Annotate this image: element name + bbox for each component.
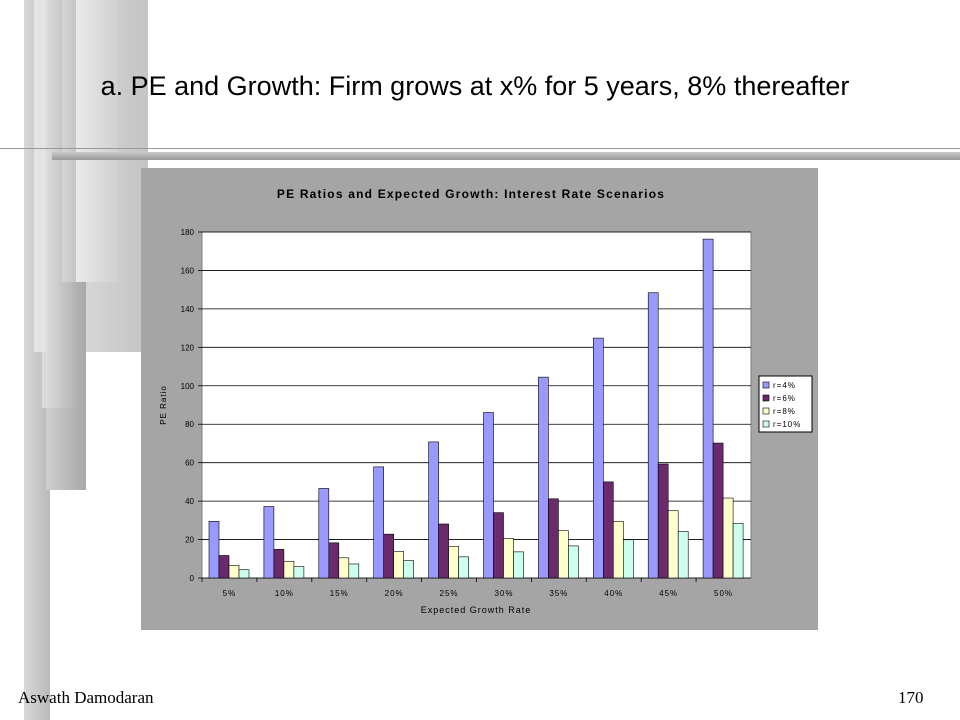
bar: [238, 569, 250, 579]
x-tick-label: 30%: [494, 589, 513, 598]
legend: r=4% r=6% r=8% r=10%: [758, 375, 813, 433]
decorative-block: [42, 0, 76, 408]
bar: [428, 441, 439, 579]
bar: [403, 560, 415, 579]
legend-label: r=6%: [773, 394, 796, 403]
bar: [263, 506, 275, 579]
title-divider-thin: [0, 148, 960, 149]
bar: [722, 497, 734, 579]
bar: [383, 533, 394, 579]
y-tick-label: 160: [181, 266, 195, 275]
y-tick-label: 0: [190, 574, 195, 583]
bar: [538, 376, 549, 579]
x-tick-label: 50%: [714, 589, 733, 598]
bar: [218, 555, 230, 579]
bar: [318, 488, 330, 579]
y-axis-label: PE Ratio: [159, 385, 168, 425]
bar: [612, 520, 624, 579]
legend-label: r=10%: [773, 420, 801, 429]
bar: [592, 337, 604, 579]
footer-author: Aswath Damodaran: [18, 688, 154, 707]
bar: [348, 563, 360, 579]
bar: [513, 551, 524, 579]
bar: [393, 551, 404, 579]
x-tick-label: 15%: [330, 589, 349, 598]
y-tick-label: 40: [185, 497, 194, 506]
legend-label: r=8%: [773, 407, 796, 416]
bar: [458, 556, 469, 579]
y-tick-label: 60: [185, 459, 194, 468]
x-tick-label: 5%: [223, 589, 237, 598]
y-tick-label: 140: [181, 305, 195, 314]
chart-panel: PE Ratios and Expected Growth: Interest …: [141, 168, 818, 630]
bar: [283, 560, 295, 579]
y-tick-label: 180: [181, 228, 195, 237]
bar: [622, 539, 634, 579]
legend-swatch: [762, 381, 770, 389]
bars: [208, 238, 744, 579]
bar: [503, 538, 514, 579]
bar: [328, 542, 340, 579]
y-tick-label: 20: [185, 536, 194, 545]
bar: [677, 531, 689, 579]
title-divider-bar: [52, 152, 960, 160]
bar: [228, 565, 240, 579]
legend-swatch: [762, 407, 770, 415]
legend-swatch: [762, 420, 770, 428]
x-tick-label: 10%: [275, 589, 294, 598]
chart-title: PE Ratios and Expected Growth: Interest …: [277, 187, 665, 201]
bar: [493, 512, 504, 579]
x-tick-label: 25%: [440, 589, 459, 598]
bar: [438, 523, 449, 579]
x-axis-label: Expected Growth Rate: [421, 605, 532, 615]
bar: [667, 510, 679, 579]
y-tick-labels: 0 20 40 60 80 100 120 140 160 180: [181, 228, 195, 583]
bar: [568, 545, 579, 579]
bar: [558, 530, 569, 579]
x-tick-labels: 5% 10% 15% 20% 25% 30% 35% 40% 45% 50%: [223, 589, 733, 598]
y-tick-label: 120: [181, 343, 195, 352]
chart-svg: PE Ratios and Expected Growth: Interest …: [159, 187, 813, 615]
x-tick-label: 20%: [385, 589, 404, 598]
x-tick-label: 35%: [549, 589, 568, 598]
bar: [647, 292, 659, 579]
y-tick-label: 80: [185, 420, 194, 429]
bar: [273, 549, 285, 579]
x-tick-label: 40%: [604, 589, 623, 598]
bar: [712, 442, 724, 579]
legend-label: r=4%: [773, 381, 796, 390]
bar: [208, 520, 220, 579]
bar: [338, 557, 350, 579]
bar: [602, 481, 614, 579]
bar: [702, 238, 714, 579]
footer-page-number: 170: [898, 688, 924, 707]
y-tick-label: 100: [181, 382, 195, 391]
x-tick-label: 45%: [659, 589, 678, 598]
bar: [448, 545, 459, 579]
legend-swatch: [762, 394, 770, 402]
slide-title: a. PE and Growth: Firm grows at x% for 5…: [100, 71, 850, 101]
bar: [293, 566, 305, 579]
bar: [657, 463, 669, 579]
bar: [548, 498, 559, 579]
bar: [732, 523, 744, 579]
bar: [373, 466, 384, 579]
bar: [483, 412, 494, 579]
